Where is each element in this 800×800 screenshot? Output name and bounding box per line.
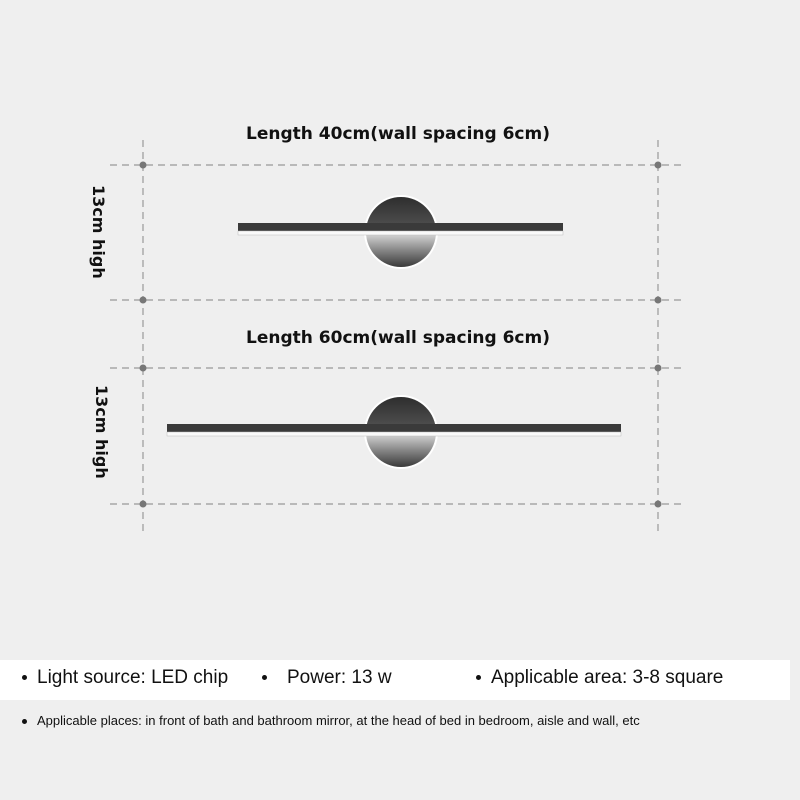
bullet-icon: [22, 719, 27, 725]
spec-power: Power: 13 w: [262, 667, 392, 689]
bullet-icon: [476, 675, 481, 681]
lamp-40cm: [237, 195, 564, 269]
lamp-60cm: [166, 395, 622, 469]
dimension-diagram: [110, 140, 686, 532]
bullet-icon: [22, 675, 27, 681]
spec-light-source: Light source: LED chip: [22, 667, 228, 689]
spec-places: Applicable places: in front of bath and …: [22, 713, 640, 728]
guide-lines: [110, 140, 686, 532]
spec-band: [0, 660, 790, 700]
lamp-40-height-label: 13cm high: [89, 185, 108, 279]
bullet-icon: [262, 675, 267, 681]
lamp-60-height-label: 13cm high: [92, 385, 111, 479]
lamp-40-title: Length 40cm(wall spacing 6cm): [246, 124, 550, 144]
lamp-60-title: Length 60cm(wall spacing 6cm): [246, 328, 550, 348]
spec-area: Applicable area: 3-8 square: [476, 667, 723, 689]
guide-dots: [139, 161, 662, 508]
